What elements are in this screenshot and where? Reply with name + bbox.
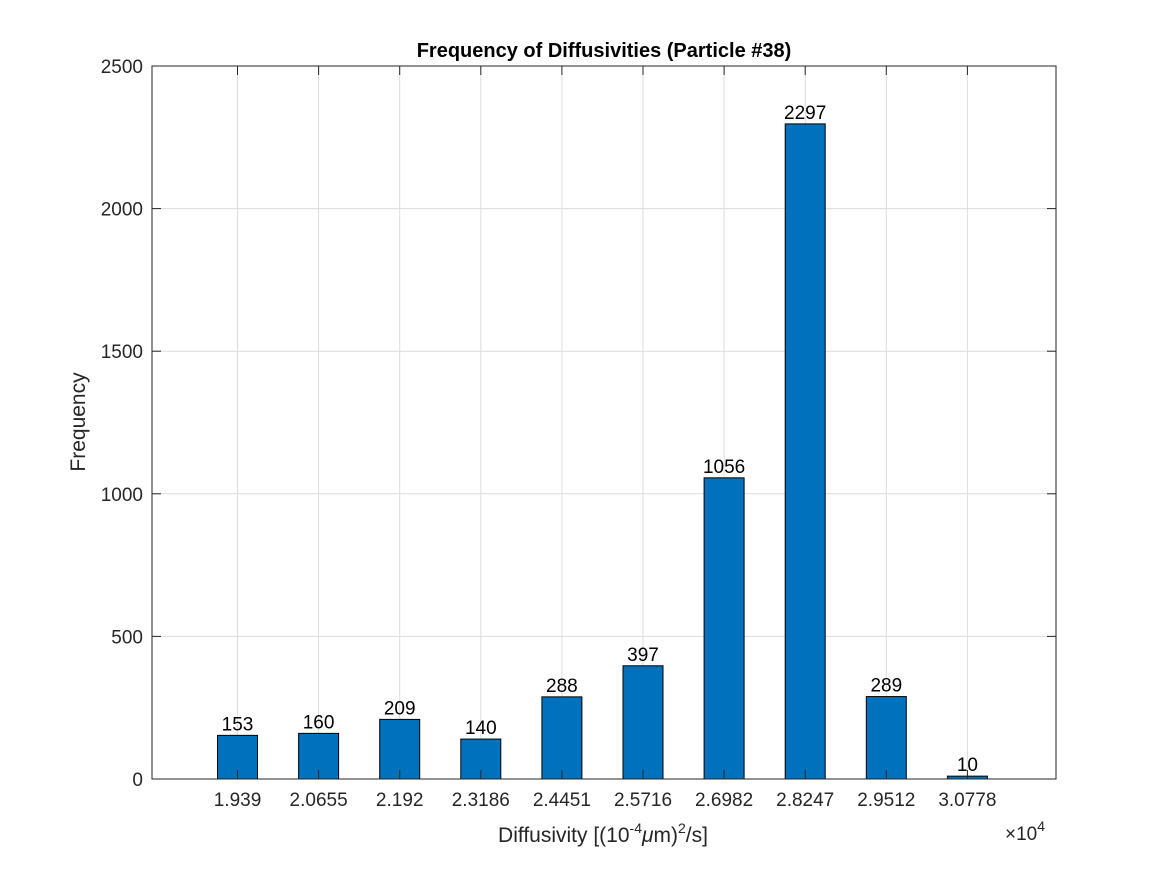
x-tick-label: 2.0655 xyxy=(290,790,348,811)
y-axis-label: Frequency xyxy=(67,372,90,472)
bar-data-label: 397 xyxy=(627,645,659,666)
bars xyxy=(217,123,988,780)
x-tick-label: 3.0778 xyxy=(938,790,996,811)
y-axis-ticks: 0 500 1000 1500 2000 2500 xyxy=(101,57,1056,791)
bar xyxy=(784,123,826,780)
axes-box xyxy=(151,65,1057,780)
x-multiplier-exponent: 4 xyxy=(1037,818,1045,834)
x-axis-label-exponent: -4 xyxy=(630,820,643,836)
y-tick-label: 2000 xyxy=(101,200,143,221)
chart-title: Frequency of Diffusivities (Particle #38… xyxy=(417,40,792,62)
x-axis-label: Diffusivity [(10-4μm)2/s] xyxy=(498,820,708,847)
bar-data-label: 209 xyxy=(384,698,416,719)
grid-lines xyxy=(152,65,1056,780)
axes-border xyxy=(151,65,1057,780)
bar-data-label: 1056 xyxy=(703,457,745,478)
bar-data-label: 2297 xyxy=(784,103,826,124)
y-tick-label: 1000 xyxy=(101,485,143,506)
bar xyxy=(865,696,907,780)
x-multiplier-base: ×10 xyxy=(1005,824,1037,845)
bar-data-label: 10 xyxy=(957,755,978,776)
y-tick-label: 0 xyxy=(132,770,143,791)
x-tick-label: 2.5716 xyxy=(614,790,672,811)
y-tick-label: 500 xyxy=(111,627,143,648)
x-axis-label-mu: μ xyxy=(641,824,654,847)
bar xyxy=(541,696,583,780)
x-tick-label: 2.4451 xyxy=(533,790,591,811)
x-tick-label: 2.192 xyxy=(376,790,424,811)
bar xyxy=(379,718,421,780)
x-axis-ticks: 1.939 2.0655 2.192 2.3186 2.4451 2.5716 2.6982… xyxy=(214,66,996,811)
bar-data-label: 140 xyxy=(465,718,497,739)
x-axis-label-square: 2 xyxy=(678,820,686,836)
x-tick-label: 2.6982 xyxy=(695,790,753,811)
bar-data-label: 160 xyxy=(303,712,335,733)
y-tick-label: 2500 xyxy=(101,57,143,78)
x-tick-label: 2.8247 xyxy=(776,790,834,811)
bar-data-label: 153 xyxy=(222,714,254,735)
bar xyxy=(622,665,664,780)
x-tick-label: 2.3186 xyxy=(452,790,510,811)
data-labels: 153 160 209 140 288 397 1056 2297 289 10 xyxy=(222,103,978,776)
plot-area xyxy=(152,66,1056,779)
x-axis-label-prefix: Diffusivity [(10 xyxy=(498,824,630,847)
x-axis-label-mid: m) xyxy=(654,824,679,847)
bar-data-label: 289 xyxy=(870,676,902,697)
x-tick-label: 1.939 xyxy=(214,790,262,811)
x-tick-label: 2.9512 xyxy=(857,790,915,811)
x-axis-label-suffix: /s] xyxy=(686,824,708,847)
x-axis-multiplier: ×104 xyxy=(1005,818,1045,845)
bar xyxy=(703,477,745,780)
bar-data-label: 288 xyxy=(546,676,578,697)
y-tick-label: 1500 xyxy=(101,342,143,363)
